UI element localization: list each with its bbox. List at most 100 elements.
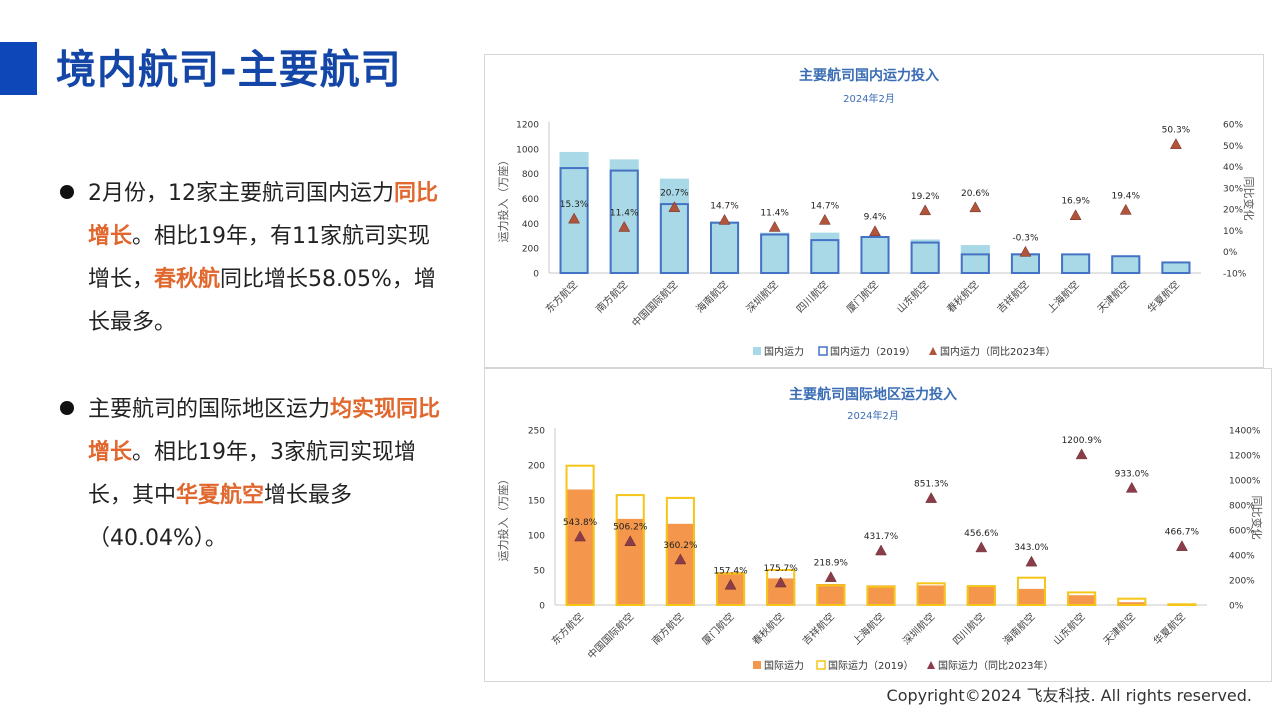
y2-tick-label: 50% bbox=[1223, 142, 1243, 152]
y2-tick-label: 600% bbox=[1229, 527, 1255, 537]
legend-label: 国际运力 bbox=[764, 659, 804, 672]
y2-tick-label: -10% bbox=[1223, 270, 1247, 280]
yoy-data-label: 19.2% bbox=[911, 192, 940, 202]
yoy-marker bbox=[869, 225, 881, 236]
yoy-marker bbox=[1019, 245, 1032, 257]
bar-2019-outline bbox=[816, 584, 846, 606]
bullet-dot bbox=[60, 401, 74, 415]
y2-tick-label: 800% bbox=[1229, 502, 1255, 512]
yoy-data-label: 15.3% bbox=[560, 200, 589, 210]
bullet-highlight: 春秋航 bbox=[154, 267, 221, 292]
y-axis-title: 运力投入（万座） bbox=[496, 474, 510, 562]
yoy-marker bbox=[724, 578, 737, 590]
y-tick-label: 400 bbox=[522, 220, 539, 230]
yoy-marker bbox=[618, 220, 631, 232]
yoy-data-label: 16.9% bbox=[1061, 197, 1090, 207]
bar-2019-outline bbox=[766, 569, 796, 606]
x-tick-label: 吉祥航空 bbox=[994, 278, 1031, 315]
y-tick-label: 0 bbox=[539, 602, 545, 612]
x-tick-label: 春秋航空 bbox=[944, 278, 981, 315]
bullet-segment: 增长最多（40.04%）。 bbox=[88, 483, 353, 551]
bar-domestic bbox=[1010, 253, 1041, 273]
x-tick-label: 东方航空 bbox=[543, 278, 580, 315]
y2-axis-title: 同比变化 bbox=[1242, 177, 1256, 221]
bar-2019-outline bbox=[615, 494, 645, 606]
bar-domestic bbox=[1061, 254, 1091, 273]
x-tick-label: 山东航空 bbox=[894, 278, 931, 315]
yoy-data-label: 218.9% bbox=[814, 559, 849, 569]
bar-international bbox=[816, 584, 846, 605]
y2-tick-label: 10% bbox=[1223, 227, 1243, 237]
bar-domestic bbox=[1111, 256, 1141, 273]
bar-2019-outline bbox=[609, 169, 639, 274]
legend-swatch-filled bbox=[753, 661, 761, 669]
y2-tick-label: 0% bbox=[1223, 248, 1238, 258]
legend-swatch-marker bbox=[929, 347, 937, 355]
yoy-data-label: -0.3% bbox=[1012, 233, 1039, 243]
legend-label: 国内运力 bbox=[764, 345, 804, 358]
yoy-marker bbox=[1075, 448, 1088, 460]
y-tick-label: 50 bbox=[534, 567, 546, 577]
yoy-marker bbox=[574, 530, 586, 542]
x-tick-label: 深圳航空 bbox=[743, 278, 780, 315]
legend-label: 国际运力（同比2023年） bbox=[938, 659, 1053, 672]
bar-domestic bbox=[1161, 262, 1191, 273]
bullet-segment: 主要航司的国际地区运力 bbox=[88, 397, 331, 422]
legend-swatch-outline bbox=[818, 346, 828, 356]
yoy-data-label: 9.4% bbox=[864, 213, 887, 223]
x-tick-label: 南方航空 bbox=[649, 610, 686, 647]
yoy-data-label: 360.2% bbox=[663, 541, 698, 551]
x-tick-label: 上海航空 bbox=[850, 610, 887, 647]
bar-2019-outline bbox=[559, 167, 589, 274]
yoy-marker bbox=[824, 571, 837, 582]
yoy-data-label: 19.4% bbox=[1111, 191, 1140, 201]
y-tick-label: 250 bbox=[528, 427, 545, 437]
y-tick-label: 150 bbox=[528, 497, 545, 507]
bullet-segment: 2月份，12家主要航司国内运力 bbox=[88, 181, 394, 206]
bar-2019-outline bbox=[860, 235, 890, 275]
yoy-marker bbox=[919, 204, 932, 216]
x-tick-label: 南方航空 bbox=[593, 278, 630, 315]
bar-international bbox=[565, 489, 595, 605]
x-tick-label: 厦门航空 bbox=[844, 278, 881, 315]
yoy-marker bbox=[774, 576, 787, 588]
yoy-marker bbox=[975, 541, 988, 553]
bullet-highlight: 华夏航空 bbox=[176, 483, 265, 508]
bar-2019-outline bbox=[715, 572, 746, 606]
legend-swatch-marker bbox=[927, 661, 935, 669]
yoy-marker bbox=[818, 213, 831, 225]
y2-tick-label: 1000% bbox=[1229, 477, 1261, 487]
bar-international bbox=[916, 585, 946, 605]
bar-2019-outline bbox=[966, 585, 996, 607]
yoy-marker bbox=[875, 544, 887, 556]
y2-tick-label: 20% bbox=[1223, 206, 1243, 216]
y-tick-label: 800 bbox=[522, 170, 539, 180]
yoy-marker bbox=[1069, 209, 1082, 220]
yoy-marker bbox=[1125, 481, 1138, 493]
chart-subtitle: 2024年2月 bbox=[843, 92, 895, 105]
yoy-data-label: 11.4% bbox=[760, 208, 789, 218]
bullet-1: 2月份，12家主要航司国内运力同比增长。相比19年，有11家航司实现增长，春秋航… bbox=[60, 172, 450, 344]
bar-2019-outline bbox=[866, 585, 896, 607]
bar-domestic bbox=[609, 159, 639, 273]
bullet-highlight: 同比增长 bbox=[88, 181, 439, 249]
yoy-marker bbox=[925, 492, 938, 503]
x-tick-label: 东方航空 bbox=[549, 610, 586, 647]
x-tick-label: 海南航空 bbox=[1000, 610, 1037, 647]
bar-international bbox=[966, 586, 996, 605]
bullet-highlight: 均实现同比增长 bbox=[88, 397, 441, 465]
x-tick-label: 春秋航空 bbox=[749, 610, 786, 647]
international-chart-panel: 主要航司国际地区运力投入 2024年2月 0 50 100 150 200 250 0% 200%… bbox=[484, 368, 1272, 682]
chart-title: 主要航司国际地区运力投入 bbox=[789, 386, 957, 403]
bar-2019-outline bbox=[760, 233, 790, 274]
y2-tick-label: 30% bbox=[1223, 184, 1243, 194]
yoy-marker bbox=[1176, 540, 1188, 551]
yoy-data-label: 157.4% bbox=[713, 566, 748, 576]
bar-domestic bbox=[760, 232, 790, 273]
yoy-data-label: 20.7% bbox=[660, 189, 689, 199]
domestic-capacity-chart: 主要航司国内运力投入 2024年2月 0 200 400 600 800 1000 1200 -1… bbox=[496, 67, 1256, 358]
yoy-data-label: 11.4% bbox=[610, 208, 639, 218]
x-tick-label: 中国国际航空 bbox=[585, 610, 637, 662]
page-title: 境内航司-主要航司 bbox=[56, 47, 402, 93]
bullet-2: 主要航司的国际地区运力均实现同比增长。相比19年，3家航司实现增长，其中华夏航空… bbox=[60, 388, 450, 560]
